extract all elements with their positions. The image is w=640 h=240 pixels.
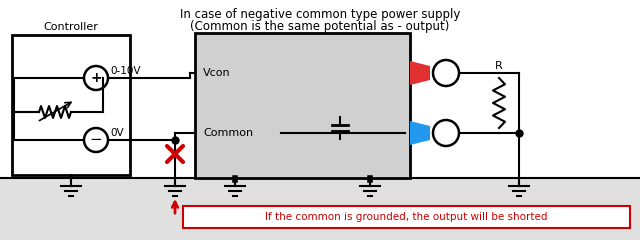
Text: Vcon: Vcon xyxy=(203,68,230,78)
Text: If the common is grounded, the output will be shorted: If the common is grounded, the output wi… xyxy=(265,212,548,222)
Text: In case of negative common type power supply: In case of negative common type power su… xyxy=(180,8,460,21)
Bar xyxy=(0,178,640,240)
Text: R: R xyxy=(495,61,503,71)
Text: −: − xyxy=(440,126,452,140)
Polygon shape xyxy=(410,121,430,145)
Text: Controller: Controller xyxy=(44,22,99,32)
Circle shape xyxy=(433,60,459,86)
Text: +: + xyxy=(90,71,102,85)
Bar xyxy=(12,35,130,175)
Circle shape xyxy=(84,128,108,152)
Text: +: + xyxy=(440,66,452,80)
Bar xyxy=(183,206,630,228)
Text: −: − xyxy=(90,132,102,148)
Text: (Common is the same potential as - output): (Common is the same potential as - outpu… xyxy=(190,20,450,33)
Text: 0-10V: 0-10V xyxy=(110,66,141,76)
Circle shape xyxy=(84,66,108,90)
Text: Common: Common xyxy=(203,128,253,138)
Circle shape xyxy=(433,120,459,146)
Bar xyxy=(195,33,410,178)
Text: 0V: 0V xyxy=(110,128,124,138)
Polygon shape xyxy=(410,61,430,85)
